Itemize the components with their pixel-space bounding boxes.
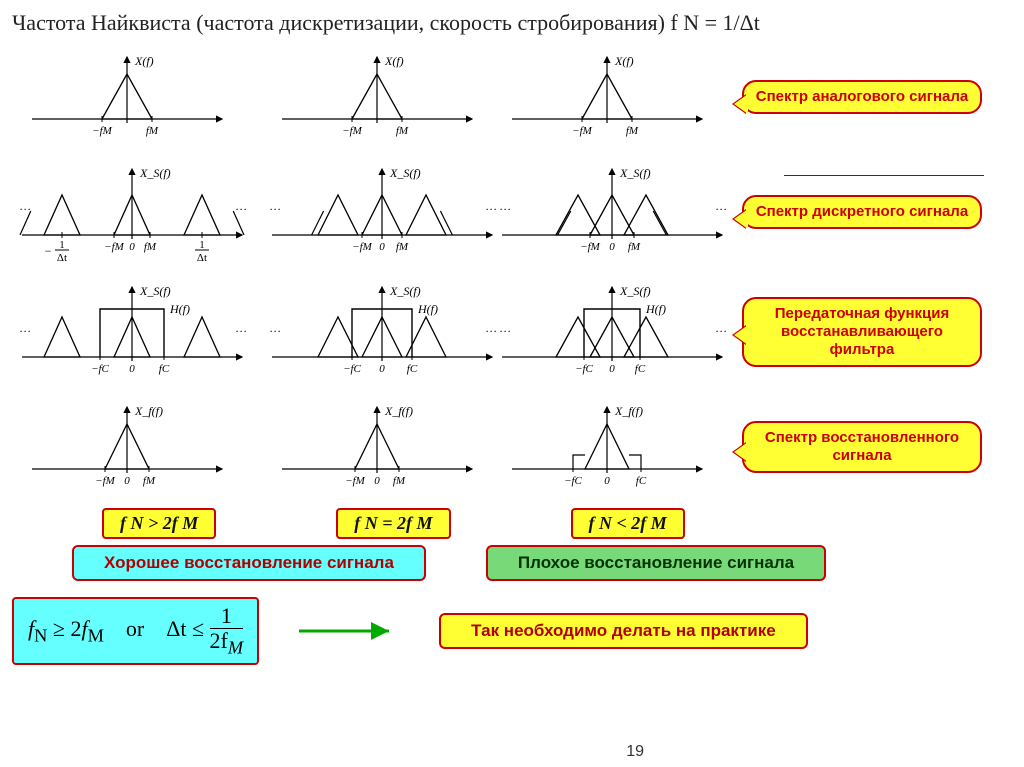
svg-text:−fM: −fM — [342, 125, 362, 137]
bottom-row: fN ≥ 2fM or Δt ≤ 1 2fM Так необходимо де… — [12, 597, 1012, 665]
cond-greater: f N > 2f M — [102, 508, 216, 539]
page-title: Частота Найквиста (частота дискретизации… — [12, 10, 1012, 36]
svg-text:0: 0 — [124, 475, 130, 487]
svg-text:X_f(f): X_f(f) — [134, 404, 163, 418]
callout-recovered-spectrum: Спектр восстановленного сигнала — [742, 421, 982, 473]
svg-text:X_f(f): X_f(f) — [614, 404, 643, 418]
svg-text:−fM: −fM — [352, 241, 372, 253]
svg-text:…: … — [500, 321, 511, 335]
svg-text:0: 0 — [379, 241, 385, 253]
svg-text:Δt: Δt — [197, 252, 207, 264]
svg-text:−fM: −fM — [92, 125, 112, 137]
svg-text:…: … — [270, 199, 281, 213]
page-number: 19 — [626, 743, 644, 761]
callout-analog-spectrum: Спектр аналогового сигнала — [742, 80, 982, 114]
svg-text:…: … — [236, 321, 247, 335]
quality-row: Хорошее восстановление сигнала Плохое во… — [72, 545, 1012, 581]
svg-text:0: 0 — [129, 363, 135, 375]
plot-r4-c2: −fM 0 fM X_f(f) — [262, 397, 492, 497]
plot-r2-c3: ……0−fMfMX_S(f) — [492, 157, 742, 267]
svg-text:X(f): X(f) — [134, 54, 154, 68]
svg-text:fM: fM — [144, 241, 157, 253]
svg-text:Δt: Δt — [57, 252, 67, 264]
svg-text:0: 0 — [374, 475, 380, 487]
svg-text:0: 0 — [609, 363, 615, 375]
svg-text:1: 1 — [59, 239, 65, 251]
nyquist-formula: fN ≥ 2fM or Δt ≤ 1 2fM — [12, 597, 259, 665]
svg-text:fM: fM — [626, 125, 639, 137]
svg-text:fM: fM — [143, 475, 156, 487]
practice-note: Так необходимо делать на практике — [439, 613, 808, 649]
svg-text:−fC: −fC — [91, 363, 109, 375]
plot-r3-c2: ……0−fCfCX_S(f)H(f) — [262, 275, 492, 390]
separator-line — [784, 175, 984, 176]
svg-text:−fC: −fC — [343, 363, 361, 375]
plot-r1-c1: −fM fM X(f) — [12, 47, 262, 147]
plot-r1-c3: −fM fM X(f) — [492, 47, 742, 147]
svg-text:1: 1 — [199, 239, 205, 251]
svg-text:…: … — [20, 199, 31, 213]
cond-less: f N < 2f M — [571, 508, 685, 539]
svg-text:…: … — [236, 199, 247, 213]
plot-r4-c1: −fM 0 fM X_f(f) — [12, 397, 262, 497]
cond-equal: f N = 2f M — [336, 508, 450, 539]
svg-text:X_f(f): X_f(f) — [384, 404, 413, 418]
svg-text:H(f): H(f) — [169, 302, 190, 316]
quality-good: Хорошее восстановление сигнала — [72, 545, 426, 581]
svg-text:−fM: −fM — [104, 241, 124, 253]
svg-text:−fM: −fM — [572, 125, 592, 137]
svg-text:…: … — [20, 321, 31, 335]
svg-text:−fM: −fM — [345, 475, 365, 487]
svg-text:0: 0 — [609, 241, 615, 253]
quality-bad: Плохое восстановление сигнала — [486, 545, 826, 581]
svg-text:X(f): X(f) — [614, 54, 634, 68]
svg-text:…: … — [270, 321, 281, 335]
svg-text:X_S(f): X_S(f) — [619, 166, 651, 180]
svg-text:fM: fM — [628, 241, 641, 253]
callout-discrete-spectrum: Спектр дискретного сигнала — [742, 195, 982, 229]
plot-r3-c3: ……0−fCfCX_S(f)H(f) — [492, 275, 742, 390]
svg-text:…: … — [500, 199, 511, 213]
plot-r2-c2: ……0−fMfMX_S(f) — [262, 157, 492, 267]
svg-text:X_S(f): X_S(f) — [389, 284, 421, 298]
svg-text:0: 0 — [129, 241, 135, 253]
svg-text:0: 0 — [379, 363, 385, 375]
svg-text:−fM: −fM — [580, 241, 600, 253]
svg-text:−fC: −fC — [564, 475, 582, 487]
svg-text:X_S(f): X_S(f) — [139, 166, 171, 180]
svg-text:fM: fM — [396, 241, 409, 253]
svg-text:fC: fC — [635, 363, 646, 375]
plots-grid: −fMfMX(f) −fMfMX(f) −fMfMX(f) Спектр ана… — [12, 42, 1012, 502]
conditions-row: f N > 2f M f N = 2f M f N < 2f M — [102, 508, 1012, 539]
svg-text:−: − — [45, 244, 52, 258]
svg-text:fM: fM — [393, 475, 406, 487]
svg-text:fM: fM — [146, 125, 159, 137]
svg-text:0: 0 — [604, 475, 610, 487]
svg-text:X(f): X(f) — [384, 54, 404, 68]
svg-text:H(f): H(f) — [645, 302, 666, 316]
svg-text:X_S(f): X_S(f) — [619, 284, 651, 298]
svg-text:X_S(f): X_S(f) — [389, 166, 421, 180]
svg-text:fC: fC — [159, 363, 170, 375]
svg-text:fC: fC — [636, 475, 647, 487]
plot-r1-c2: −fM fM X(f) — [262, 47, 492, 147]
callout-filter-transfer: Передаточная функция восстанавливающего … — [742, 297, 982, 367]
plot-r4-c3: −fC 0 fC X_f(f) — [492, 397, 742, 497]
svg-text:−fC: −fC — [575, 363, 593, 375]
plot-r3-c1: … … 0 −fC fC X_S(f) H(f) — [12, 275, 262, 390]
svg-text:−fM: −fM — [95, 475, 115, 487]
svg-text:H(f): H(f) — [417, 302, 438, 316]
svg-text:fM: fM — [396, 125, 409, 137]
svg-text:X_S(f): X_S(f) — [139, 284, 171, 298]
svg-text:fC: fC — [407, 363, 418, 375]
plot-r2-c1: ……0−fMfM1Δt−1ΔtX_S(f) — [12, 157, 262, 267]
